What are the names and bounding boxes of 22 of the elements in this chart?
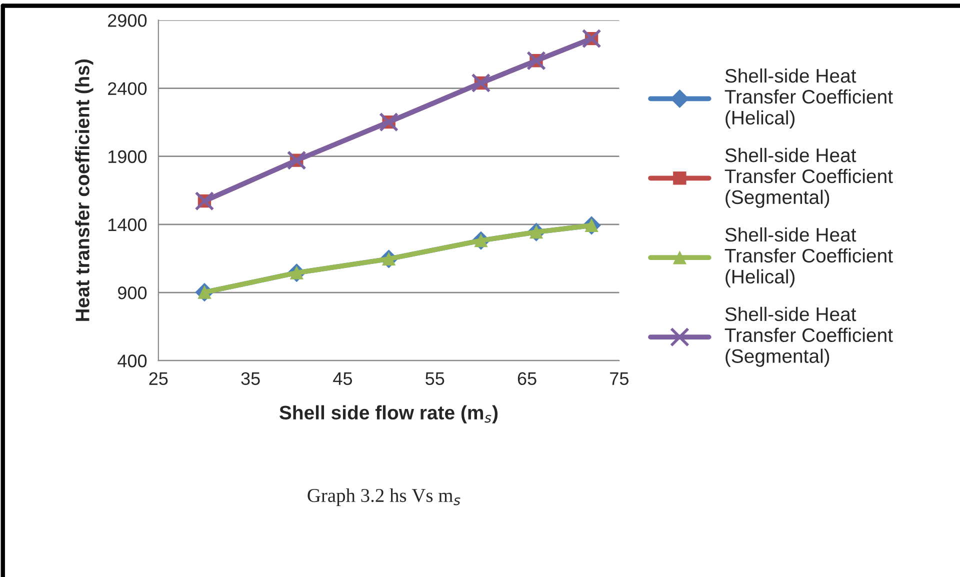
x-tick-label: 75 — [610, 372, 628, 385]
y-tick-label: 2900 — [108, 14, 147, 27]
x-tick-label: 45 — [333, 372, 352, 385]
y-axis-title: Heat transfer coefficient (hs) — [75, 60, 94, 321]
x-axis-title: Shell side flow rate (m$_{s}$) — [280, 405, 498, 424]
point — [379, 112, 399, 132]
point — [526, 50, 546, 70]
y-tick-label: 1900 — [108, 150, 147, 164]
y-tick-label: 400 — [118, 354, 147, 368]
caption: Graph 3.2 hs Vs m$_{s}$ — [308, 488, 460, 506]
y-tick-label: 900 — [118, 286, 147, 300]
x-tick-label: 55 — [426, 372, 444, 385]
legend-label: Shell-side Heat Transfer Coefficient (Segmental) — [724, 148, 893, 208]
x-tick-label: 35 — [241, 372, 260, 385]
x-tick-label: 65 — [518, 372, 536, 385]
y-tick-label: 1400 — [108, 218, 147, 232]
legend-label: Shell-side Heat Transfer Coefficient (Helical) — [724, 227, 893, 288]
legend-label: Shell-side Heat Transfer Coefficient (Helical) — [724, 68, 893, 128]
point — [286, 150, 306, 170]
x-tick-label: 25 — [149, 372, 168, 385]
legend-label: Shell-side Heat Transfer Coefficient (Segmental) — [724, 306, 893, 367]
y-tick-label: 2400 — [108, 82, 147, 95]
